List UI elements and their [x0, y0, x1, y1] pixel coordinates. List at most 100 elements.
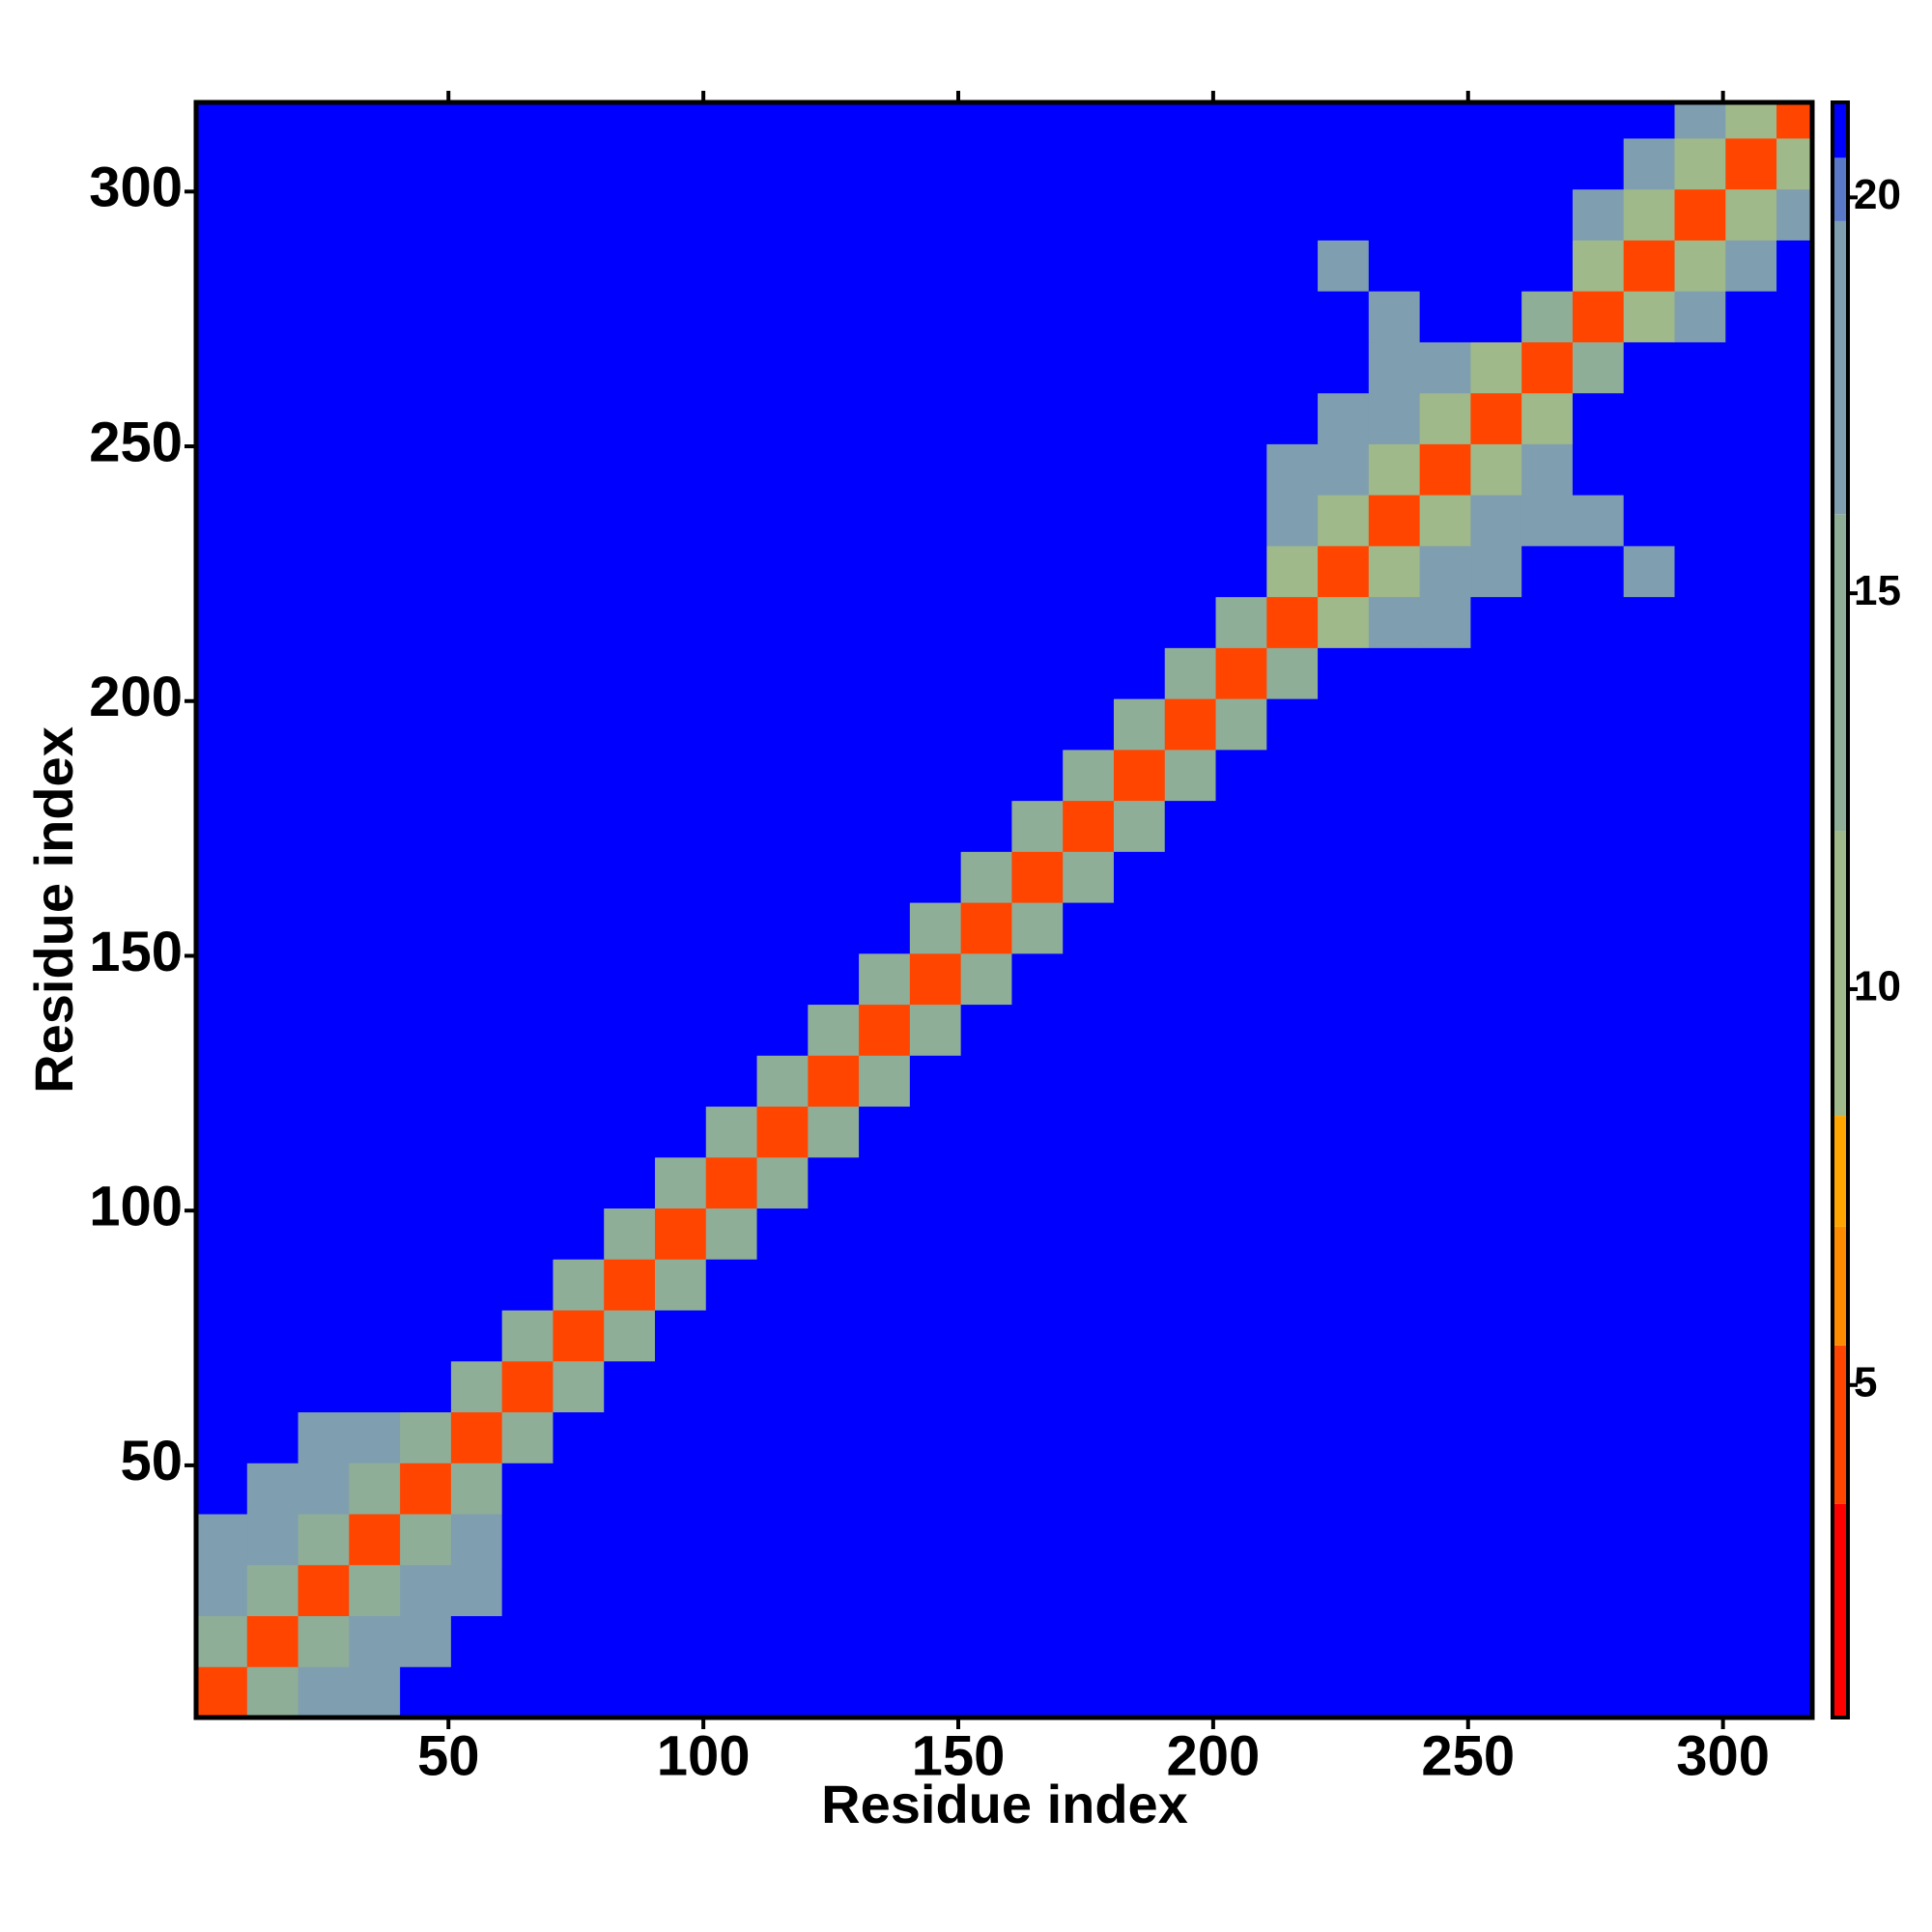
heatmap-cell	[349, 698, 401, 751]
heatmap-cell	[1011, 1259, 1064, 1311]
heatmap-cell	[501, 902, 554, 954]
heatmap-cell	[246, 800, 299, 852]
heatmap-cell	[298, 1514, 350, 1566]
colorbar-tick-label: 10	[1854, 963, 1901, 1010]
heatmap-cell	[1572, 341, 1625, 394]
heatmap-cell	[1725, 1259, 1777, 1311]
heatmap-cell	[1164, 1156, 1217, 1209]
heatmap-cell	[960, 952, 1012, 1006]
heatmap-cell	[1674, 800, 1726, 852]
heatmap-cell	[1011, 1615, 1064, 1667]
heatmap-cell	[1266, 647, 1319, 699]
heatmap-cell	[960, 240, 1012, 292]
heatmap-cell	[1521, 1106, 1574, 1158]
heatmap-cell	[604, 102, 656, 139]
heatmap-cell	[1623, 1208, 1676, 1260]
heatmap-cell	[349, 188, 401, 241]
heatmap-cell	[196, 1055, 248, 1107]
heatmap-cell	[553, 1411, 605, 1463]
heatmap-cell	[1318, 392, 1370, 444]
heatmap-cell	[246, 1360, 299, 1413]
heatmap-cell	[1470, 1106, 1522, 1158]
heatmap-cell	[196, 698, 248, 751]
heatmap-cell	[1164, 749, 1217, 802]
heatmap-cell	[1063, 495, 1115, 547]
heatmap-cell	[1266, 102, 1319, 139]
heatmap-cell	[1368, 102, 1421, 139]
heatmap-cell	[349, 596, 401, 648]
heatmap-cell	[808, 240, 860, 292]
heatmap-cell	[553, 545, 605, 598]
heatmap-cell	[553, 188, 605, 241]
heatmap-cell	[960, 851, 1012, 903]
heatmap-cell	[246, 1004, 299, 1056]
heatmap-cell	[1674, 188, 1726, 241]
heatmap-cell	[1011, 188, 1064, 241]
heatmap-cell	[1674, 647, 1726, 699]
heatmap-cell	[1623, 698, 1676, 751]
heatmap-cell	[1063, 291, 1115, 343]
heatmap-cell	[196, 596, 248, 648]
heatmap-cell	[1266, 545, 1319, 598]
heatmap-cell	[1470, 851, 1522, 903]
heatmap-cell	[705, 1564, 758, 1617]
heatmap-cell	[349, 1208, 401, 1260]
heatmap-cell	[756, 443, 809, 496]
heatmap-cell	[1623, 952, 1676, 1006]
heatmap-cells	[196, 102, 1813, 1719]
heatmap-cell	[756, 240, 809, 292]
heatmap-cell	[859, 1259, 911, 1311]
heatmap-cell	[909, 188, 962, 241]
heatmap-cell	[756, 1360, 809, 1413]
heatmap-cell	[859, 137, 911, 190]
heatmap-cell	[501, 749, 554, 802]
heatmap-cell	[705, 137, 758, 190]
heatmap-cell	[1521, 1615, 1574, 1667]
heatmap-cell	[1368, 443, 1421, 496]
heatmap-cell	[909, 851, 962, 903]
heatmap-cell	[553, 392, 605, 444]
heatmap-cell	[400, 1615, 452, 1667]
heatmap-cell	[654, 1156, 707, 1209]
heatmap-cell	[705, 902, 758, 954]
heatmap-cell	[654, 545, 707, 598]
heatmap-cell	[1623, 800, 1676, 852]
heatmap-cell	[1674, 102, 1726, 139]
heatmap-cell	[1011, 851, 1064, 903]
heatmap-cell	[196, 1411, 248, 1463]
heatmap-cell	[1419, 902, 1471, 954]
heatmap-cell	[1521, 1208, 1574, 1260]
heatmap-cell	[501, 1055, 554, 1107]
heatmap-cell	[654, 1360, 707, 1413]
y-tick-label: 50	[120, 1430, 183, 1492]
heatmap-cell	[909, 902, 962, 954]
heatmap-cell	[1318, 1055, 1370, 1107]
heatmap-cell	[246, 596, 299, 648]
heatmap-cell	[501, 1106, 554, 1158]
heatmap-cell	[1113, 1564, 1166, 1617]
heatmap-cell	[705, 1259, 758, 1311]
heatmap-cell	[1164, 1259, 1217, 1311]
heatmap-cell	[604, 392, 656, 444]
heatmap-cell	[1521, 1004, 1574, 1056]
heatmap-cell	[1419, 1004, 1471, 1056]
heatmap-cell	[1318, 443, 1370, 496]
heatmap-cell	[1113, 1463, 1166, 1515]
heatmap-cell	[1011, 392, 1064, 444]
heatmap-cell	[450, 1615, 503, 1667]
heatmap-cell	[1470, 698, 1522, 751]
heatmap-cell	[1776, 1106, 1813, 1158]
heatmap-cell	[349, 392, 401, 444]
heatmap-cell	[1470, 240, 1522, 292]
heatmap-cell	[1011, 749, 1064, 802]
heatmap-cell	[1266, 1615, 1319, 1667]
heatmap-cell	[1063, 596, 1115, 648]
heatmap-cell	[808, 1463, 860, 1515]
heatmap-cell	[1318, 240, 1370, 292]
heatmap-cell	[1521, 291, 1574, 343]
heatmap-cell	[1776, 1156, 1813, 1209]
heatmap-cell	[1572, 102, 1625, 139]
heatmap-cell	[298, 1259, 350, 1311]
heatmap-cell	[1113, 443, 1166, 496]
